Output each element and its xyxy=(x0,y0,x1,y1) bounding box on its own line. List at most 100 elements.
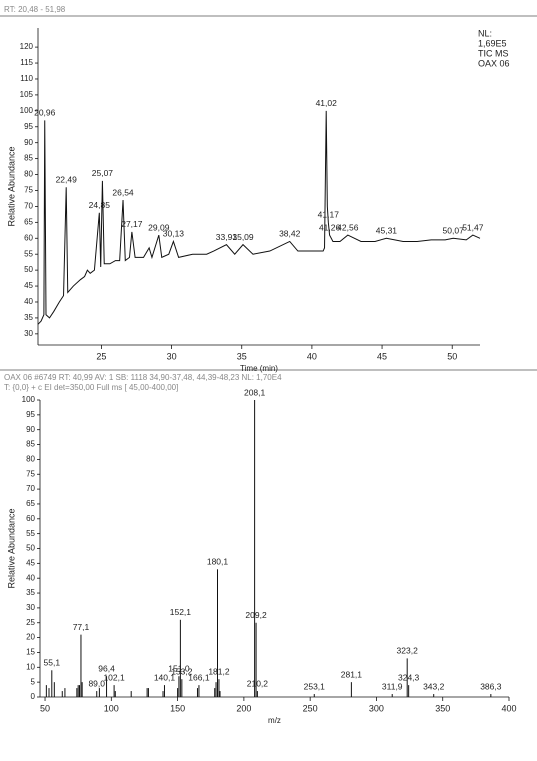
y-tick-label: 50 xyxy=(26,544,35,553)
peak-label: 35,09 xyxy=(232,232,254,242)
x-tick-label: 30 xyxy=(167,351,177,361)
peak-label: 41,26 xyxy=(319,222,341,232)
peak-label: 29,09 xyxy=(148,222,170,232)
x-tick-label: 150 xyxy=(170,703,185,713)
header: RT: 20,48 - 51,98 xyxy=(4,5,66,14)
y-tick-label: 85 xyxy=(26,440,35,449)
x-tick-label: 400 xyxy=(501,703,516,713)
y-tick-label: 10 xyxy=(26,662,35,671)
y-tick-label: 40 xyxy=(26,573,35,582)
y-tick-label: 0 xyxy=(31,692,36,701)
peak-label: 323,2 xyxy=(397,646,419,656)
peak-label: 55,1 xyxy=(44,658,61,668)
y-tick-label: 115 xyxy=(20,58,33,67)
y-tick-label: 95 xyxy=(26,410,35,419)
y-tick-label: 50 xyxy=(24,265,33,274)
y-tick-label: 60 xyxy=(26,514,35,523)
peak-label: 20,96 xyxy=(34,108,56,118)
peak-label: 180,1 xyxy=(207,557,229,567)
peak-label: 324,3 xyxy=(398,672,420,682)
y-tick-label: 120 xyxy=(20,42,34,51)
y-tick-label: 55 xyxy=(24,249,33,258)
peak-label: 343,2 xyxy=(423,681,445,691)
y-tick-label: 75 xyxy=(26,469,35,478)
y-tick-label: 35 xyxy=(24,313,33,322)
note: OAX 06 xyxy=(478,58,510,68)
y-tick-label: 25 xyxy=(26,618,35,627)
trace xyxy=(37,110,481,325)
x-tick-label: 350 xyxy=(435,703,450,713)
y-tick-label: 65 xyxy=(26,499,35,508)
x-tick-label: 40 xyxy=(307,351,317,361)
y-tick-label: 80 xyxy=(24,170,33,179)
peak-label: 152,1 xyxy=(170,607,192,617)
x-tick-label: 100 xyxy=(104,703,119,713)
peak-label: 311,9 xyxy=(382,681,403,691)
y-axis-label: Relative Abundance xyxy=(6,146,16,226)
peak-label: 153,2 xyxy=(171,666,193,676)
peak-label: 33,91 xyxy=(216,232,238,242)
x-tick-label: 25 xyxy=(96,351,106,361)
peak-label: 151,0 xyxy=(168,663,190,673)
x-tick-label: 50 xyxy=(40,703,50,713)
y-tick-label: 35 xyxy=(26,588,35,597)
y-tick-label: 15 xyxy=(26,648,35,657)
peak-label: 41,02 xyxy=(316,98,338,108)
peak-label: 96,4 xyxy=(98,663,115,673)
y-tick-label: 55 xyxy=(26,529,35,538)
peak-label: 42,56 xyxy=(337,222,359,232)
y-tick-label: 105 xyxy=(20,90,34,99)
y-tick-label: 90 xyxy=(26,425,35,434)
y-tick-label: 70 xyxy=(24,202,33,211)
x-tick-label: 50 xyxy=(447,351,457,361)
y-tick-label: 80 xyxy=(26,455,35,464)
peak-label: 38,42 xyxy=(279,229,301,239)
y-tick-label: 30 xyxy=(24,329,33,338)
y-tick-label: 75 xyxy=(24,186,33,195)
y-tick-label: 110 xyxy=(20,74,33,83)
y-tick-label: 45 xyxy=(24,281,33,290)
y-axis-label: Relative Abundance xyxy=(6,508,16,588)
peak-label: 51,47 xyxy=(462,222,484,232)
peak-label: 281,1 xyxy=(341,669,363,679)
peak-label: 77,1 xyxy=(73,622,90,632)
y-tick-label: 100 xyxy=(22,395,36,404)
y-tick-label: 95 xyxy=(24,122,33,131)
peak-label: 209,2 xyxy=(245,610,267,620)
x-tick-label: 300 xyxy=(369,703,384,713)
y-tick-label: 90 xyxy=(24,138,33,147)
peak-label: 386,3 xyxy=(480,681,502,691)
peak-label: 22,49 xyxy=(56,175,78,185)
peak-label: 24,85 xyxy=(89,200,111,210)
peak-label: 41,17 xyxy=(318,210,340,220)
header: OAX 06 #6749 RT: 40,99 AV: 1 SB: 1118 34… xyxy=(4,373,282,382)
peak-label: 26,54 xyxy=(112,187,134,197)
peak-label: 181,2 xyxy=(208,666,230,676)
peak-label: 30,13 xyxy=(163,229,185,239)
y-tick-label: 5 xyxy=(31,677,36,686)
y-tick-label: 45 xyxy=(26,558,35,567)
peak-label: 45,31 xyxy=(376,226,398,236)
note: NL: xyxy=(478,28,492,38)
y-tick-label: 100 xyxy=(20,106,34,115)
peak-label: 102,1 xyxy=(103,672,125,682)
x-axis-label: Time (min) xyxy=(240,364,278,373)
y-tick-label: 65 xyxy=(24,217,33,226)
peak-label: 25,07 xyxy=(92,168,114,178)
peak-label: 50,07 xyxy=(443,226,465,236)
peak-label: 208,1 xyxy=(244,387,266,397)
y-tick-label: 20 xyxy=(26,633,35,642)
peak-label: 27,17 xyxy=(121,219,143,229)
x-tick-label: 45 xyxy=(377,351,387,361)
y-tick-label: 60 xyxy=(24,233,33,242)
x-tick-label: 35 xyxy=(237,351,247,361)
peak-label: 89,0 xyxy=(88,678,105,688)
peak-label: 166,1 xyxy=(188,672,210,682)
y-tick-label: 40 xyxy=(24,297,33,306)
peak-label: 253,1 xyxy=(304,681,326,691)
x-axis-label: m/z xyxy=(268,716,281,725)
peak-label: 210,2 xyxy=(247,678,269,688)
y-tick-label: 70 xyxy=(26,484,35,493)
x-tick-label: 200 xyxy=(236,703,251,713)
